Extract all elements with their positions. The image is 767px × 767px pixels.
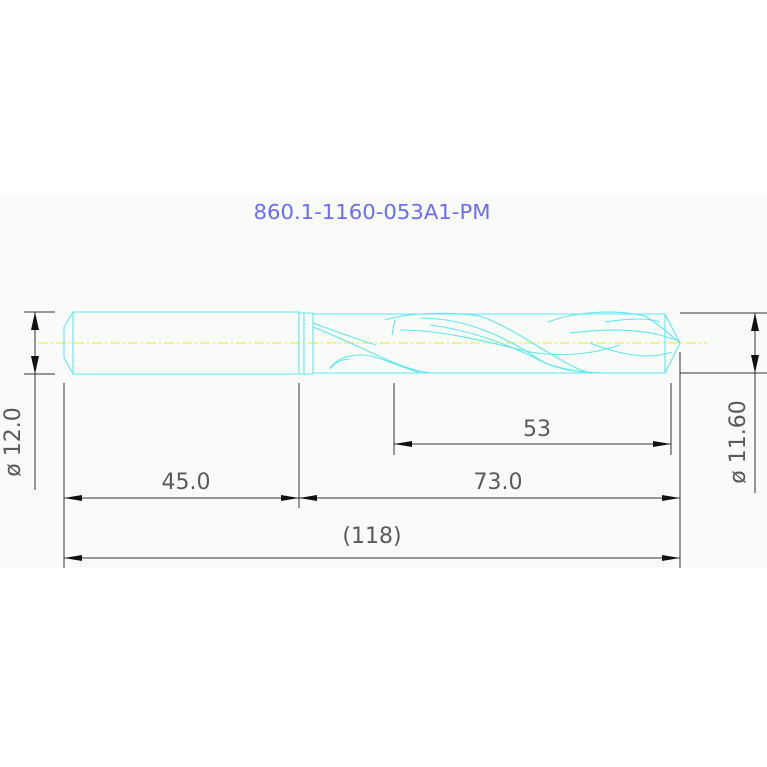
shank-length-dimension: 45.0 xyxy=(64,470,299,501)
overall-length-label: (118) xyxy=(342,524,401,549)
body-length-label: 73.0 xyxy=(474,470,523,495)
drawing-sheet xyxy=(0,195,767,568)
drill-shank xyxy=(63,311,314,375)
extension-lines xyxy=(63,352,681,568)
flute-length-label: 53 xyxy=(523,417,551,442)
drill-flutes xyxy=(312,311,681,374)
overall-length-dimension: (118) xyxy=(64,524,680,561)
shank-length-label: 45.0 xyxy=(162,470,211,495)
shank-diameter-label: ø 12.0 xyxy=(1,407,26,476)
body-length-dimension: 73.0 xyxy=(299,470,680,501)
drill-diameter-dimension: ø 11.60 xyxy=(680,312,767,493)
part-number-title: 860.1-1160-053A1-PM xyxy=(254,200,491,224)
drill-diameter-label: ø 11.60 xyxy=(726,400,751,483)
shank-diameter-dimension: ø 12.0 xyxy=(1,311,55,490)
flute-length-dimension: 53 xyxy=(394,417,671,447)
